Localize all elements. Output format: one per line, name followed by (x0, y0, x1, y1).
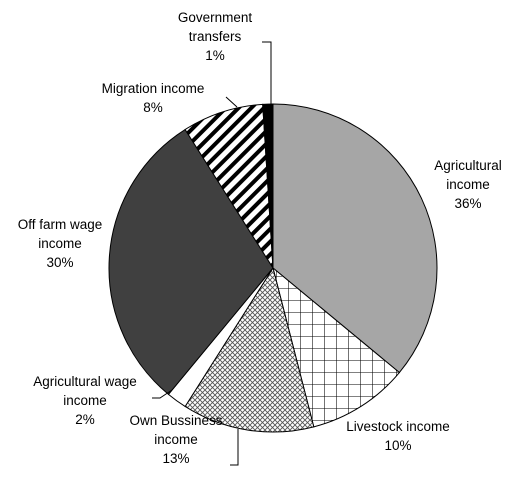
data-label-line: 36% (454, 196, 481, 211)
data-label-line: transfers (189, 29, 242, 44)
data-label-own-bussiness-income: Own Bussiness income 13% (129, 413, 222, 466)
data-label-agricultural-income: Agricultural income 36% (434, 158, 502, 211)
data-label-line: 1% (205, 48, 225, 63)
data-label-line: Own Bussiness (129, 413, 222, 428)
data-label-line: Livestock income (346, 419, 450, 434)
data-label-livestock-income: Livestock income 10% (346, 419, 450, 453)
slice-government-transfers (262, 103, 274, 269)
data-label-line: income (446, 177, 490, 192)
leader-line-own-bussiness-income (230, 429, 239, 466)
leader-line-government-transfers (262, 41, 272, 105)
slice-agricultural-income (272, 103, 438, 374)
data-label-line: 13% (162, 451, 189, 466)
data-label-line: Off farm wage (18, 217, 103, 232)
data-label-line: income (38, 236, 82, 251)
slice-livestock-income (272, 266, 401, 428)
data-label-line: 10% (384, 438, 411, 453)
data-label-line: 30% (46, 255, 73, 270)
data-label-line: 2% (75, 412, 95, 427)
pie-slices (108, 103, 438, 433)
leader-line-agricultural-wage-income (152, 389, 173, 399)
leader-lines (152, 41, 272, 466)
data-label-off-farm-wage-income: Off farm wage income 30% (18, 217, 103, 270)
data-label-migration-income: Migration income 8% (102, 81, 205, 115)
data-label-line: income (63, 393, 107, 408)
data-label-government-transfers: Government transfers 1% (178, 10, 253, 63)
slice-off-farm-wage-income (108, 128, 274, 396)
data-label-line: income (154, 432, 198, 447)
data-label-line: Agricultural (434, 158, 502, 173)
data-label-line: Migration income (102, 81, 205, 96)
data-label-line: Government (178, 10, 253, 25)
data-label-line: Agricultural wage (33, 374, 137, 389)
leader-line-migration-income (225, 96, 238, 108)
data-label-agricultural-wage-income: Agricultural wage income 2% (33, 374, 137, 427)
data-labels: Agricultural income 36% Livestock income 10%… (18, 10, 502, 466)
data-label-line: 8% (143, 100, 163, 115)
slice-own-bussiness-income (184, 266, 315, 433)
